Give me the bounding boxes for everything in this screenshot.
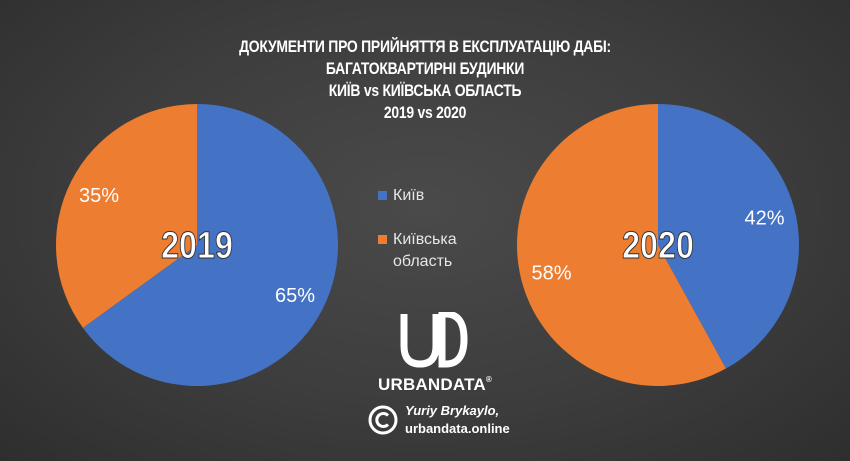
pie-2019-label-1: 35%: [79, 185, 119, 207]
registered-mark: ®: [485, 375, 492, 384]
pie-2019-slice-0: [82, 104, 338, 387]
title-line-4: 2019 vs 2020: [383, 103, 467, 122]
legend-label-kyiv: Київ: [393, 187, 425, 204]
pie-2020-slice-0: [658, 104, 799, 369]
pie-center-label-2019: 2019: [161, 225, 233, 267]
title-line-3: КИЇВ vs КИЇВСЬКА ОБЛАСТЬ: [328, 81, 522, 100]
pie-2020-label-0: 42%: [745, 208, 785, 230]
title-line-2: БАГАТОКВАРТИРНІ БУДИНКИ: [325, 59, 525, 78]
credit-text: Yuriy Brykaylo, urbandata.online: [405, 402, 510, 438]
legend-swatch-kyiv: [378, 191, 387, 200]
legend-item-region: Київська область: [378, 229, 483, 273]
ud-logo-icon: [400, 310, 468, 368]
title-line-1: ДОКУМЕНТИ ПРО ПРИЙНЯТТЯ В ЕКСПЛУАТАЦІЮ Д…: [239, 37, 611, 56]
legend-swatch-region: [378, 235, 387, 244]
credit-author: Yuriy Brykaylo,: [405, 403, 500, 418]
pie-2020-slice-1: [516, 104, 726, 386]
legend-item-kyiv: Київ: [378, 185, 483, 207]
credit: Yuriy Brykaylo, urbandata.online: [368, 402, 510, 438]
logo-wordmark: URBANDATA: [378, 375, 486, 394]
credit-site: urbandata.online: [405, 421, 510, 436]
chart-title: ДОКУМЕНТИ ПРО ПРИЙНЯТТЯ В ЕКСПЛУАТАЦІЮ Д…: [77, 36, 774, 124]
pie-2019-label-0: 65%: [275, 285, 315, 307]
legend-label-region: Київська область: [393, 231, 457, 270]
legend: Київ Київська область: [378, 185, 483, 295]
pie-2020-label-1: 58%: [531, 262, 571, 284]
pie-center-label-2020: 2020: [622, 225, 694, 267]
urbandata-logo: URBANDATA®: [378, 310, 492, 395]
copyright-icon: [368, 405, 398, 435]
logo-text: URBANDATA®: [378, 375, 492, 395]
pie-2019-slice-1: [56, 104, 198, 328]
